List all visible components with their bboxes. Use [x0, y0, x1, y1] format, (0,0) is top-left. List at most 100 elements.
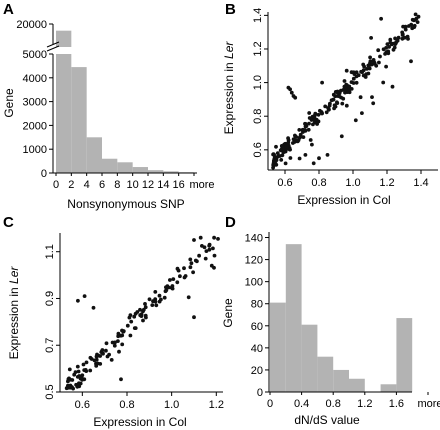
panel-b-point: [272, 152, 276, 157]
panel-b-point: [351, 76, 356, 81]
panel-b-point: [337, 94, 342, 99]
panel-b-point: [335, 100, 339, 105]
panel-b: B 0.6 0.8 1.0 1.2 1.4 0.6 0.8 1.0 1.2 1.4 Expres…: [222, 1, 438, 207]
panel-b-point: [318, 108, 322, 113]
panel-a-x-tick-label: 14: [157, 179, 169, 191]
panel-b-point: [393, 36, 397, 41]
panel-c-point: [178, 274, 182, 279]
panel-a-x-ticks: 0 2 4 6 8 10 12 14 16 more: [53, 173, 215, 191]
panel-b-point: [352, 72, 357, 76]
panel-c-point: [216, 237, 220, 241]
panel-c-point: [212, 235, 217, 240]
panel-b-point: [371, 101, 376, 106]
panel-c-point: [121, 329, 126, 333]
panel-b-point: [331, 92, 336, 97]
panel-b-point: [374, 63, 379, 68]
panel-c-y-label: Expression in Ler: [7, 266, 21, 360]
panel-d-y-tick-label: 80: [251, 299, 263, 311]
panel-d-bar: [333, 369, 349, 392]
panel-b-point: [369, 36, 373, 40]
panel-b-y-tick-label: 1.2: [252, 41, 264, 56]
panel-d-x-tick-label: 1.6: [389, 398, 404, 410]
panel-b-point: [391, 47, 396, 52]
panel-b-point: [395, 38, 400, 43]
panel-b-point: [298, 135, 302, 139]
panel-b-point: [295, 139, 300, 144]
panel-b-y-tick-label: 1.0: [252, 75, 264, 90]
panel-c-point: [143, 313, 148, 318]
panel-b-point: [317, 156, 321, 161]
panel-c-point: [107, 352, 111, 357]
panel-b-point: [387, 45, 391, 49]
panel-b-point: [353, 118, 358, 123]
panel-b-point: [316, 112, 321, 117]
panel-b-point: [400, 30, 405, 35]
panel-c-point: [76, 298, 80, 303]
panel-b-point: [274, 144, 278, 149]
panel-b-point: [297, 127, 302, 132]
panel-d-y-tick-label: 20: [251, 365, 263, 377]
panel-c-point: [82, 294, 87, 298]
panel-c-point: [89, 357, 94, 361]
panel-d-y-tick-label: 120: [245, 255, 263, 267]
panel-c-point: [66, 383, 70, 388]
panel-d-bars: [270, 244, 413, 392]
panel-b-point: [324, 110, 329, 115]
panel-a-bar-top: [56, 30, 72, 47]
panel-b-point: [412, 25, 417, 29]
panel-a-x-tick-label: 4: [84, 179, 90, 191]
panel-c-point: [91, 305, 96, 310]
panel-a-y-tick-label: 1000: [23, 144, 47, 156]
panel-b-point: [341, 96, 346, 101]
panel-a-x-tick-label: 8: [114, 179, 120, 191]
panel-b-x-tick-label: 0.6: [277, 177, 292, 189]
panel-b-point: [278, 154, 282, 158]
panel-c-point: [191, 270, 196, 275]
panel-c-point: [133, 326, 138, 330]
panel-d-x-tick-label: 0: [267, 398, 273, 410]
panel-b-point: [344, 103, 349, 108]
panel-c-point: [125, 323, 130, 328]
panel-a-y-tick-label: 5000: [23, 49, 47, 61]
panel-c-y-ticks: 0.5 0.7 0.9 1.1: [44, 244, 60, 400]
panel-b-y-tick-label: 0.6: [252, 142, 264, 157]
panel-a-x-tick-label: 2: [68, 179, 74, 191]
panel-c-point: [211, 246, 215, 251]
panel-a-axis-break: [46, 41, 60, 52]
panel-b-point: [291, 137, 296, 142]
panel-c-point: [84, 360, 89, 365]
panel-b-point: [339, 88, 343, 93]
panel-b-point: [308, 138, 313, 142]
panel-b-point: [384, 64, 388, 69]
panel-b-point: [385, 42, 390, 46]
panel-c-point: [67, 367, 72, 372]
panel-b-point: [307, 121, 311, 126]
panel-c-point: [203, 256, 208, 261]
panel-c-y-tick-label: 0.7: [44, 338, 56, 353]
panel-c-point: [132, 314, 137, 319]
panel-c-point: [88, 368, 93, 373]
panel-c-point: [168, 278, 172, 282]
panel-b-point: [364, 72, 369, 76]
panel-b-point: [278, 148, 283, 153]
panel-d-y-ticks: 0 20 40 60 80 100 120 140: [245, 233, 269, 399]
panel-b-point: [360, 111, 364, 115]
panel-b-point: [320, 80, 324, 85]
panel-b-point: [368, 55, 372, 60]
panel-b-point: [344, 68, 349, 73]
panel-c-point: [189, 261, 194, 266]
panel-b-point: [271, 165, 275, 170]
panel-d-x-tick-label: 0.8: [326, 398, 341, 410]
panel-d-y-label: Gene: [221, 298, 235, 328]
panel-c-point: [171, 277, 176, 281]
panel-c-point: [71, 386, 75, 391]
panel-c-point: [188, 265, 193, 270]
panel-b-point: [306, 127, 311, 132]
panel-c-y-tick-label: 0.9: [44, 291, 56, 306]
panel-c-point: [84, 369, 89, 373]
panel-b-point: [396, 35, 401, 40]
panel-b-point: [311, 161, 316, 166]
panel-b-point: [354, 80, 359, 85]
panel-c-point: [192, 315, 196, 320]
